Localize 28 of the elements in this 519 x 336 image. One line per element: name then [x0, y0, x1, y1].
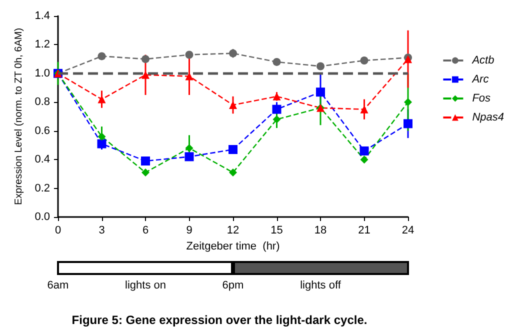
legend-label: Actb	[471, 54, 494, 66]
x-tick-label: 18	[314, 224, 327, 236]
y-tick-label: 0.2	[34, 182, 50, 194]
y-tick-label: 1.2	[34, 38, 50, 51]
x-tick-label: 9	[186, 224, 192, 236]
y-tick-label: 1.0	[34, 67, 50, 80]
y-tick-label: 0.8	[34, 96, 50, 108]
x-tick-label: 12	[226, 224, 240, 236]
x-tick-label: 3	[98, 224, 105, 236]
legend-label: Npas4	[472, 112, 504, 124]
y-tick-label: 0.4	[34, 154, 50, 166]
y-axis-title: Expression Level (norm. to ZT 0h, 6AM)	[13, 28, 24, 206]
text: 6pm	[222, 280, 244, 292]
x-tick-label: 6	[142, 224, 149, 236]
legend-label: Fos	[472, 92, 492, 104]
x-axis-title: Zeitgeber time (hr)	[186, 240, 280, 252]
text: lights off	[300, 280, 342, 292]
x-tick-label: 21	[358, 224, 370, 236]
x-tick-label: 15	[270, 224, 283, 236]
text: lights on	[125, 280, 166, 292]
y-tick-label: 0.0	[34, 211, 50, 223]
x-tick-label: 0	[54, 224, 62, 236]
y-tick-label: 0.6	[34, 124, 50, 137]
x-tick-label: 24	[402, 224, 414, 236]
legend-label: Arc	[471, 74, 490, 86]
caption: Figure 5: Gene expression over the light-dark cycle.	[72, 313, 368, 327]
text: 6am	[47, 280, 69, 292]
y-tick-label: 1.4	[34, 10, 50, 22]
